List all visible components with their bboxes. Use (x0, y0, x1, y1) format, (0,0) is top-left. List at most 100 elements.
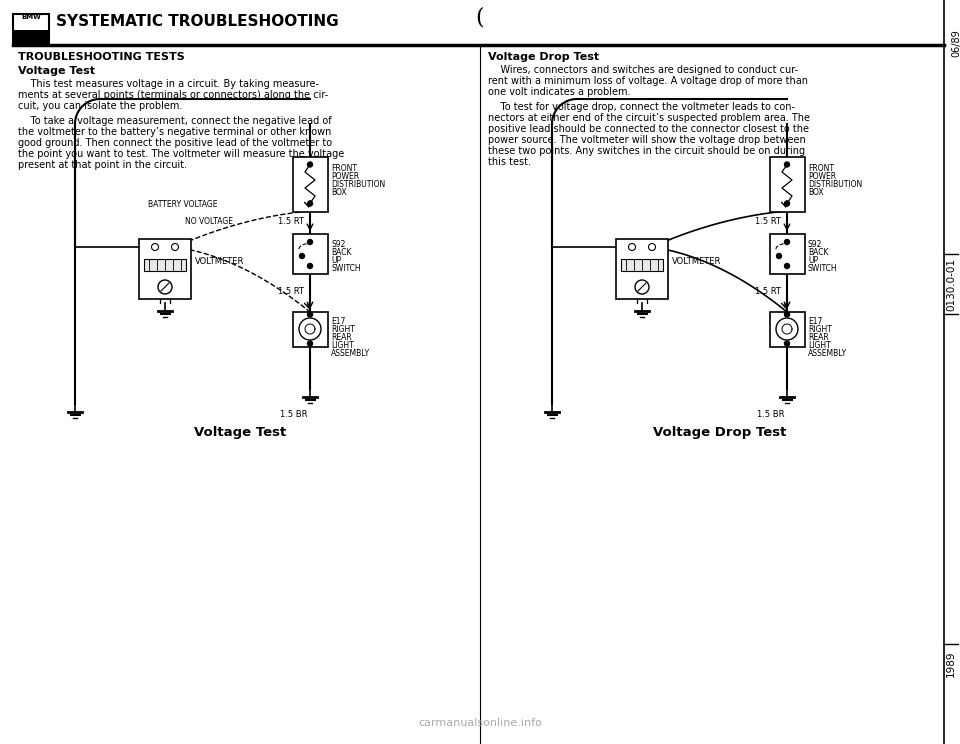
Text: E17: E17 (331, 317, 346, 326)
Text: one volt indicates a problem.: one volt indicates a problem. (488, 87, 631, 97)
Circle shape (172, 243, 179, 251)
Text: Wires, connectors and switches are designed to conduct cur-: Wires, connectors and switches are desig… (488, 65, 798, 75)
Bar (139, 239, 191, 299)
Text: ASSEMBLY: ASSEMBLY (331, 349, 371, 358)
Text: Voltage Drop Test: Voltage Drop Test (654, 426, 786, 439)
Text: 1.5 RT: 1.5 RT (278, 286, 304, 295)
Circle shape (629, 243, 636, 251)
Bar (13, 30, 49, 44)
Text: this test.: this test. (488, 157, 531, 167)
Text: 1.5 RT: 1.5 RT (755, 286, 781, 295)
Circle shape (307, 240, 313, 245)
Text: 1.5 BR: 1.5 BR (757, 409, 784, 418)
Text: -: - (631, 244, 634, 253)
Text: VOLTMETER: VOLTMETER (672, 257, 721, 266)
Text: LIGHT: LIGHT (808, 341, 830, 350)
Text: NO VOLTAGE: NO VOLTAGE (185, 217, 233, 225)
Text: cuit, you can isolate the problem.: cuit, you can isolate the problem. (18, 101, 182, 111)
Circle shape (784, 341, 789, 346)
Text: BOX: BOX (808, 188, 824, 197)
Text: This test measures voltage in a circuit. By taking measure-: This test measures voltage in a circuit.… (18, 79, 319, 89)
Text: 1.5 RT: 1.5 RT (755, 217, 781, 225)
Bar (770, 156, 804, 211)
Text: S92: S92 (331, 240, 346, 249)
Text: (: ( (476, 6, 484, 28)
Text: 1989: 1989 (946, 651, 956, 677)
Text: 1.5 RT: 1.5 RT (278, 217, 304, 225)
Text: VOLTMETER: VOLTMETER (195, 257, 245, 266)
Text: UP: UP (331, 256, 341, 265)
Bar (621, 259, 663, 271)
Text: Voltage Test: Voltage Test (18, 66, 95, 76)
Bar (616, 239, 668, 299)
Text: +: + (172, 244, 179, 253)
Bar (770, 312, 804, 347)
Circle shape (152, 243, 158, 251)
Circle shape (307, 263, 313, 269)
Text: rent with a minimum loss of voltage. A voltage drop of more than: rent with a minimum loss of voltage. A v… (488, 76, 808, 86)
Circle shape (307, 201, 313, 206)
Text: REAR: REAR (808, 333, 828, 342)
Circle shape (649, 243, 656, 251)
Circle shape (784, 240, 789, 245)
Text: To test for voltage drop, connect the voltmeter leads to con-: To test for voltage drop, connect the vo… (488, 102, 795, 112)
Text: REAR: REAR (331, 333, 351, 342)
Text: +: + (649, 244, 656, 253)
Circle shape (635, 280, 649, 294)
Circle shape (307, 312, 313, 317)
Text: To take a voltage measurement, connect the negative lead of: To take a voltage measurement, connect t… (18, 116, 331, 126)
Text: power source. The voltmeter will show the voltage drop between: power source. The voltmeter will show th… (488, 135, 805, 145)
Circle shape (784, 312, 789, 317)
Text: nectors at either end of the circuit’s suspected problem area. The: nectors at either end of the circuit’s s… (488, 113, 810, 123)
Text: DISTRIBUTION: DISTRIBUTION (808, 180, 862, 189)
Circle shape (784, 263, 789, 269)
Text: BACK: BACK (808, 248, 828, 257)
Text: present at that point in the circuit.: present at that point in the circuit. (18, 160, 187, 170)
Text: E17: E17 (808, 317, 823, 326)
Circle shape (776, 318, 798, 340)
Text: SYSTEMATIC TROUBLESHOOTING: SYSTEMATIC TROUBLESHOOTING (56, 14, 339, 29)
Bar (770, 234, 804, 274)
Circle shape (777, 254, 781, 258)
Circle shape (300, 254, 304, 258)
Bar (293, 234, 327, 274)
Text: positive lead should be connected to the connector closest to the: positive lead should be connected to the… (488, 124, 809, 134)
Text: ASSEMBLY: ASSEMBLY (808, 349, 847, 358)
Text: BOX: BOX (331, 188, 347, 197)
Text: SWITCH: SWITCH (808, 264, 838, 273)
Text: RIGHT: RIGHT (331, 325, 355, 334)
Text: S92: S92 (808, 240, 823, 249)
Text: TROUBLESHOOTING TESTS: TROUBLESHOOTING TESTS (18, 52, 184, 62)
Text: FRONT: FRONT (808, 164, 834, 173)
Text: 1.5 BR: 1.5 BR (280, 409, 307, 418)
Text: 0130.0-01: 0130.0-01 (946, 257, 956, 310)
Text: BACK: BACK (331, 248, 351, 257)
Text: LIGHT: LIGHT (331, 341, 353, 350)
Text: SWITCH: SWITCH (331, 264, 361, 273)
Text: carmanualsonline.info: carmanualsonline.info (418, 718, 542, 728)
Text: BATTERY VOLTAGE: BATTERY VOLTAGE (148, 199, 218, 208)
Text: good ground. Then connect the positive lead of the voltmeter to: good ground. Then connect the positive l… (18, 138, 332, 148)
Circle shape (307, 341, 313, 346)
Text: FRONT: FRONT (331, 164, 357, 173)
Bar (293, 156, 327, 211)
Text: Voltage Test: Voltage Test (194, 426, 286, 439)
Bar (13, 14, 49, 44)
Text: RIGHT: RIGHT (808, 325, 832, 334)
Circle shape (158, 280, 172, 294)
Circle shape (307, 162, 313, 167)
Text: these two points. Any switches in the circuit should be on during: these two points. Any switches in the ci… (488, 146, 805, 156)
Text: DISTRIBUTION: DISTRIBUTION (331, 180, 385, 189)
Bar (144, 259, 186, 271)
Text: Voltage Drop Test: Voltage Drop Test (488, 52, 599, 62)
Text: POWER: POWER (808, 172, 836, 181)
Circle shape (784, 201, 789, 206)
Text: 06/89: 06/89 (951, 29, 960, 57)
Circle shape (784, 162, 789, 167)
Text: BMW: BMW (21, 14, 41, 20)
Bar (293, 312, 327, 347)
Text: 5: 5 (27, 30, 36, 43)
Text: the voltmeter to the battery’s negative terminal or other known: the voltmeter to the battery’s negative … (18, 127, 331, 137)
Text: -: - (154, 244, 156, 253)
Text: the point you want to test. The voltmeter will measure the voltage: the point you want to test. The voltmete… (18, 149, 345, 159)
